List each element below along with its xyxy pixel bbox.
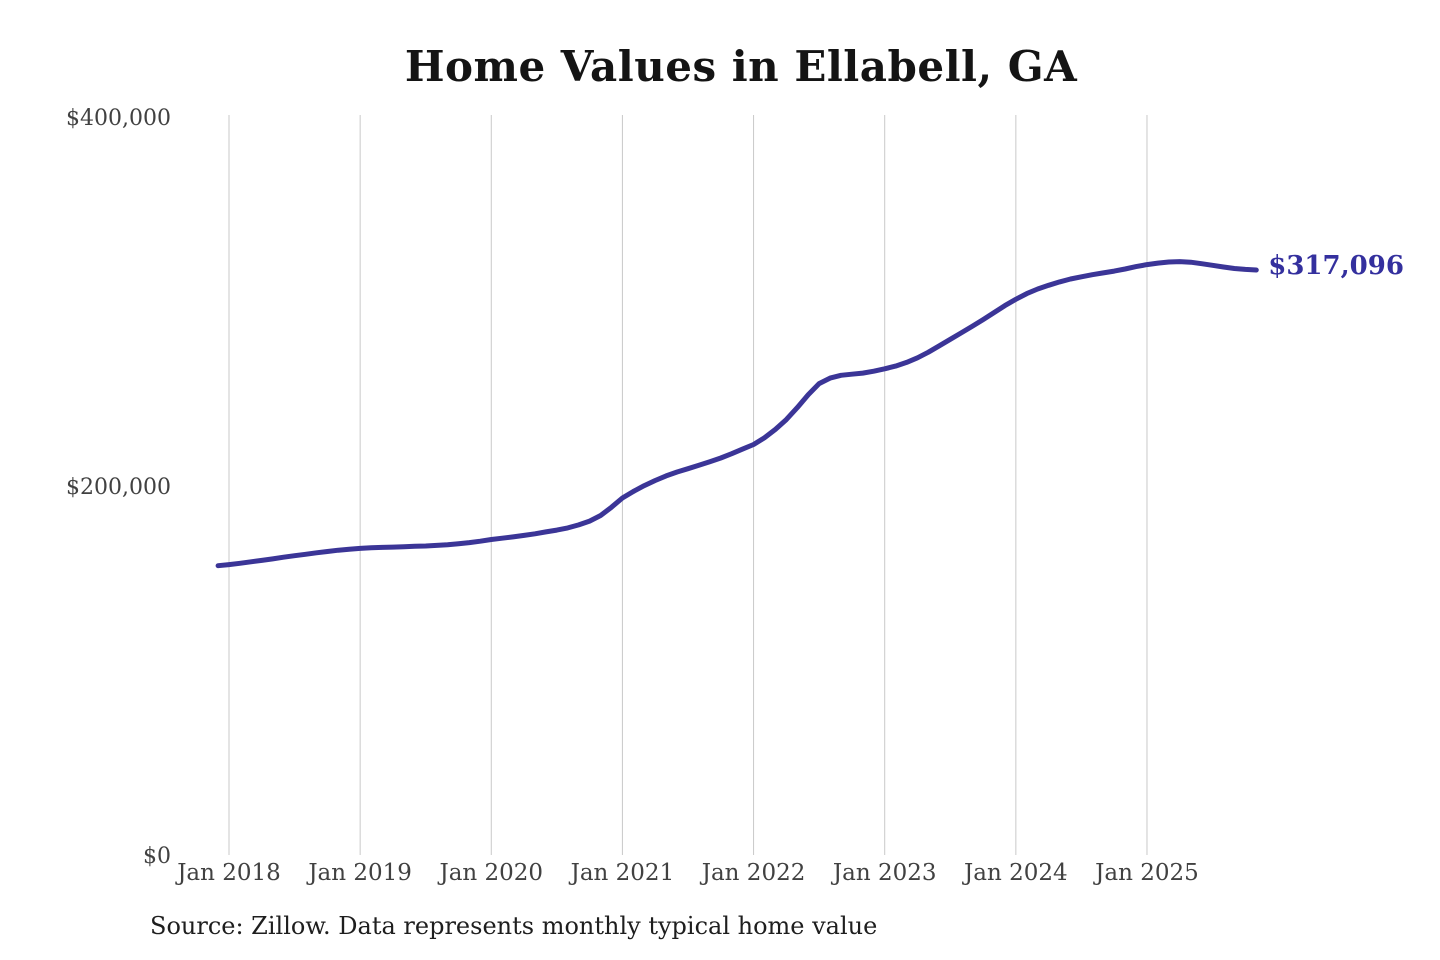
final-value-label: $317,096: [1268, 250, 1404, 281]
x-axis-label: Jan 2022: [700, 860, 806, 886]
x-axis-label: Jan 2020: [437, 860, 543, 886]
home-value-line: [215, 259, 1259, 569]
source-note: Source: Zillow. Data represents monthly …: [150, 912, 878, 940]
x-axis-label: Jan 2024: [962, 860, 1068, 886]
x-axis-label: Jan 2019: [306, 860, 412, 886]
y-axis-label: $200,000: [66, 475, 171, 500]
x-axis-label: Jan 2018: [175, 860, 281, 886]
x-axis-label: Jan 2025: [1093, 860, 1199, 886]
y-axis-label: $0: [143, 844, 171, 869]
x-axis-tick-labels: Jan 2018 Jan 2019 Jan 2020 Jan 2021 Jan 2022…: [175, 860, 1199, 886]
y-axis-label: $400,000: [66, 106, 171, 131]
gridlines: [228, 115, 1148, 855]
x-axis-label: Jan 2023: [831, 860, 937, 886]
x-axis-label: Jan 2021: [569, 860, 675, 886]
chart-title: Home Values in Ellabell, GA: [404, 42, 1078, 91]
y-axis-tick-labels: $0 $200,000 $400,000: [66, 106, 171, 869]
